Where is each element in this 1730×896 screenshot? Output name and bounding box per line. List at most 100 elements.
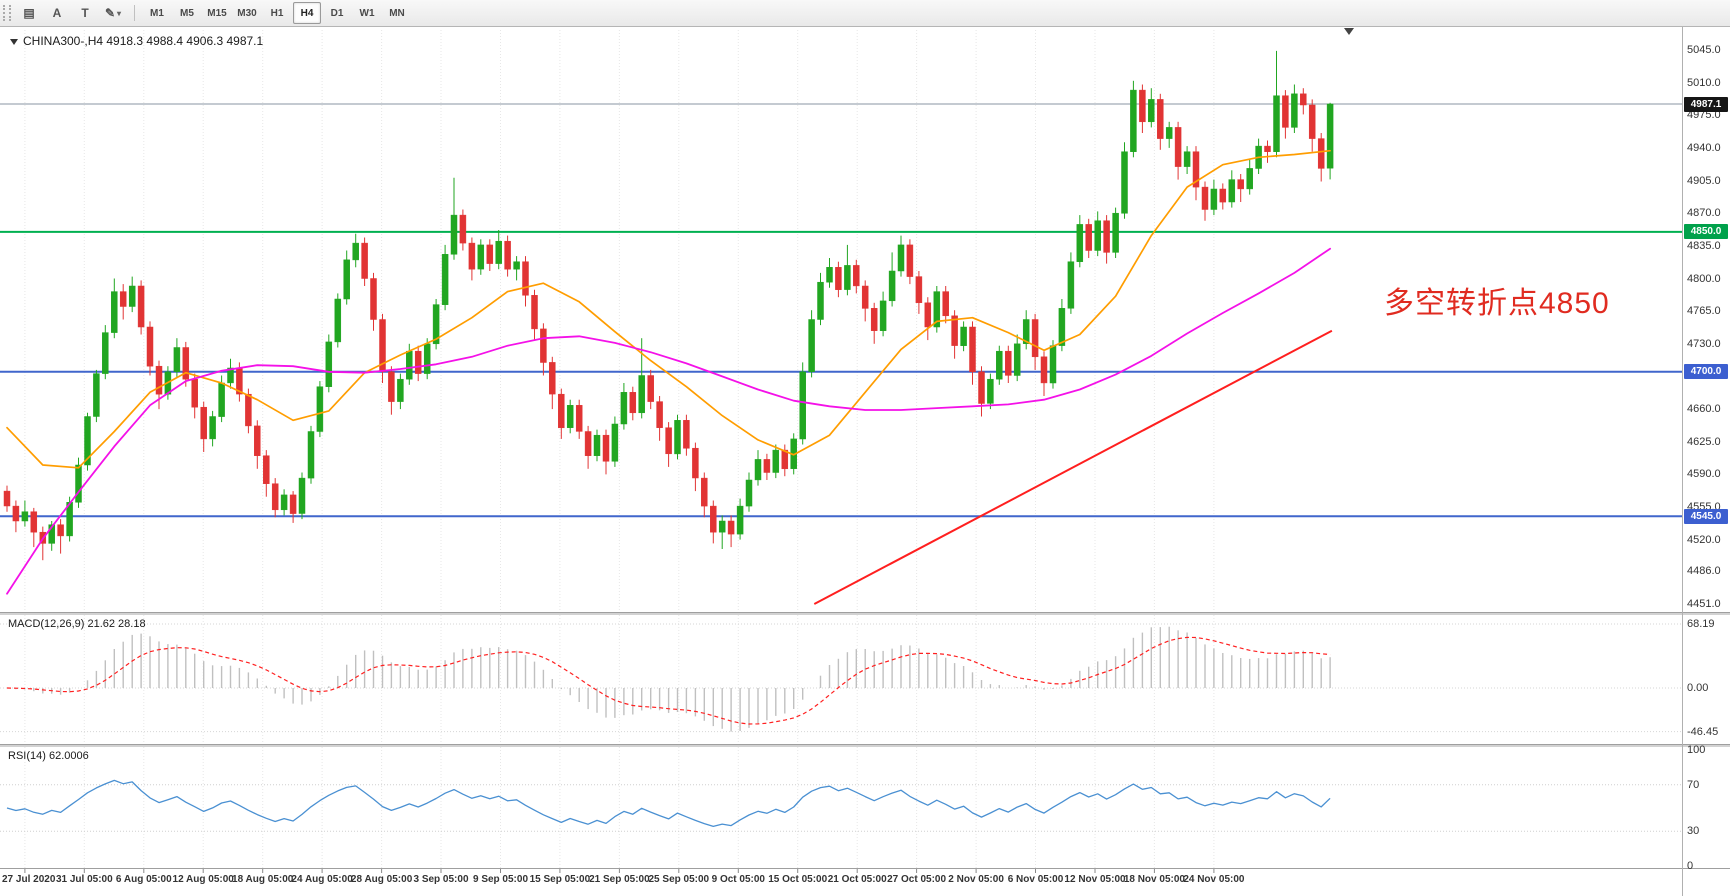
- dropdown-caret-icon: ▾: [117, 8, 122, 18]
- candle-body: [1157, 99, 1164, 139]
- candle-body: [459, 214, 467, 244]
- candle-body: [575, 405, 583, 432]
- candle-body: [486, 244, 494, 264]
- candle-body: [84, 416, 91, 466]
- candle-body: [495, 240, 502, 264]
- candle-body: [781, 449, 789, 470]
- candle-body: [593, 434, 601, 456]
- candle-body: [432, 304, 440, 345]
- candle-body: [656, 401, 663, 428]
- candle-body: [540, 328, 547, 363]
- candle-body: [119, 291, 127, 307]
- candle-body: [200, 406, 207, 440]
- timeframe-button-mn[interactable]: MN: [389, 7, 405, 19]
- candle-body: [450, 214, 458, 255]
- ma-slow-magenta: [6, 247, 1331, 595]
- timeframe-group: M1 M5 M15 M30 H1 H4 D1 W1 MN: [142, 2, 412, 24]
- candle-body: [1300, 93, 1307, 106]
- candle-body: [1031, 319, 1039, 358]
- candle-body: [817, 281, 824, 320]
- arrow-tool-button[interactable]: A: [52, 6, 62, 20]
- candle-body: [1139, 89, 1146, 123]
- candle-body: [146, 326, 154, 367]
- candle-body: [128, 285, 136, 307]
- candle-body: [155, 365, 163, 395]
- candle-body: [978, 371, 985, 404]
- candle-body: [745, 479, 753, 507]
- candle-body: [57, 524, 64, 537]
- candle-body: [388, 371, 395, 402]
- candle-body: [397, 378, 404, 402]
- drawing-tools-group: ▤ A T ✎ ▾: [15, 2, 127, 24]
- candle-body: [361, 242, 368, 279]
- candle-body: [191, 378, 198, 408]
- pane-separator[interactable]: [0, 744, 1730, 747]
- timeframe-button-h4[interactable]: H4: [293, 2, 321, 24]
- candle-body: [763, 459, 771, 473]
- candle-body: [888, 270, 896, 302]
- candle-body: [522, 261, 529, 296]
- chart-toolbar: ▤ A T ✎ ▾ M1 M5 M15 M30 H1 H4 D1 W1 MN: [0, 0, 1730, 27]
- trendline[interactable]: [813, 329, 1333, 605]
- candle-body: [245, 393, 252, 427]
- candle-body: [1085, 224, 1092, 251]
- timeframe-button-m30[interactable]: M30: [237, 7, 257, 19]
- candle-body: [924, 302, 932, 328]
- candle-body: [1112, 212, 1119, 253]
- chart-background[interactable]: [0, 26, 1730, 896]
- candle-body: [1291, 93, 1298, 128]
- candle-body: [1228, 179, 1236, 203]
- timeframe-button-d1[interactable]: D1: [330, 7, 344, 19]
- candle-body: [343, 259, 350, 300]
- candle-body: [710, 505, 717, 533]
- candle-body: [316, 386, 324, 432]
- candle-body: [826, 267, 833, 283]
- candle-body: [844, 265, 851, 290]
- timeframe-button-w1[interactable]: W1: [359, 7, 375, 19]
- candle-body: [647, 375, 654, 402]
- candle-body: [271, 483, 279, 511]
- toolbar-grip[interactable]: [3, 5, 11, 21]
- candle-body: [1317, 138, 1325, 169]
- candle-body: [906, 244, 914, 277]
- candle-body: [406, 350, 413, 380]
- candle-body: [1130, 89, 1137, 152]
- candle-body: [111, 291, 118, 333]
- candle-body: [1022, 319, 1030, 344]
- candle-body: [683, 420, 690, 449]
- candle-body: [611, 423, 619, 462]
- candle-body: [468, 242, 476, 270]
- candle-body: [602, 434, 610, 462]
- candle-body: [1273, 95, 1280, 152]
- candle-body: [1005, 350, 1012, 376]
- candle-body: [1103, 220, 1110, 253]
- chart-window-button[interactable]: ▤: [23, 6, 35, 20]
- candle-body: [665, 427, 672, 455]
- rsi-line: [6, 779, 1331, 828]
- pane-separator[interactable]: [0, 612, 1730, 615]
- candle-body: [692, 447, 699, 479]
- candle-body: [531, 295, 538, 330]
- candle-body: [423, 343, 431, 374]
- draw-tool-button[interactable]: ✎ ▾: [104, 6, 122, 20]
- candle-body: [951, 315, 958, 346]
- candle-body: [772, 449, 780, 473]
- candle-body: [1246, 168, 1253, 190]
- macd-signal-line: [6, 636, 1331, 725]
- timeframe-button-m5[interactable]: M5: [180, 7, 194, 19]
- candle-body: [441, 254, 449, 305]
- candle-body: [334, 298, 342, 343]
- text-tool-button[interactable]: T: [81, 6, 89, 20]
- candle-body: [21, 511, 29, 522]
- candle-body: [325, 341, 333, 387]
- timeframe-button-m15[interactable]: M15: [207, 7, 227, 19]
- candle-body: [1201, 186, 1209, 210]
- candle-body: [674, 420, 681, 455]
- candle-body: [879, 300, 887, 331]
- candle-body: [227, 367, 234, 384]
- candle-body: [75, 464, 82, 503]
- candle-body: [566, 405, 574, 428]
- timeframe-button-m1[interactable]: M1: [150, 7, 164, 19]
- timeframe-button-h1[interactable]: H1: [270, 7, 284, 19]
